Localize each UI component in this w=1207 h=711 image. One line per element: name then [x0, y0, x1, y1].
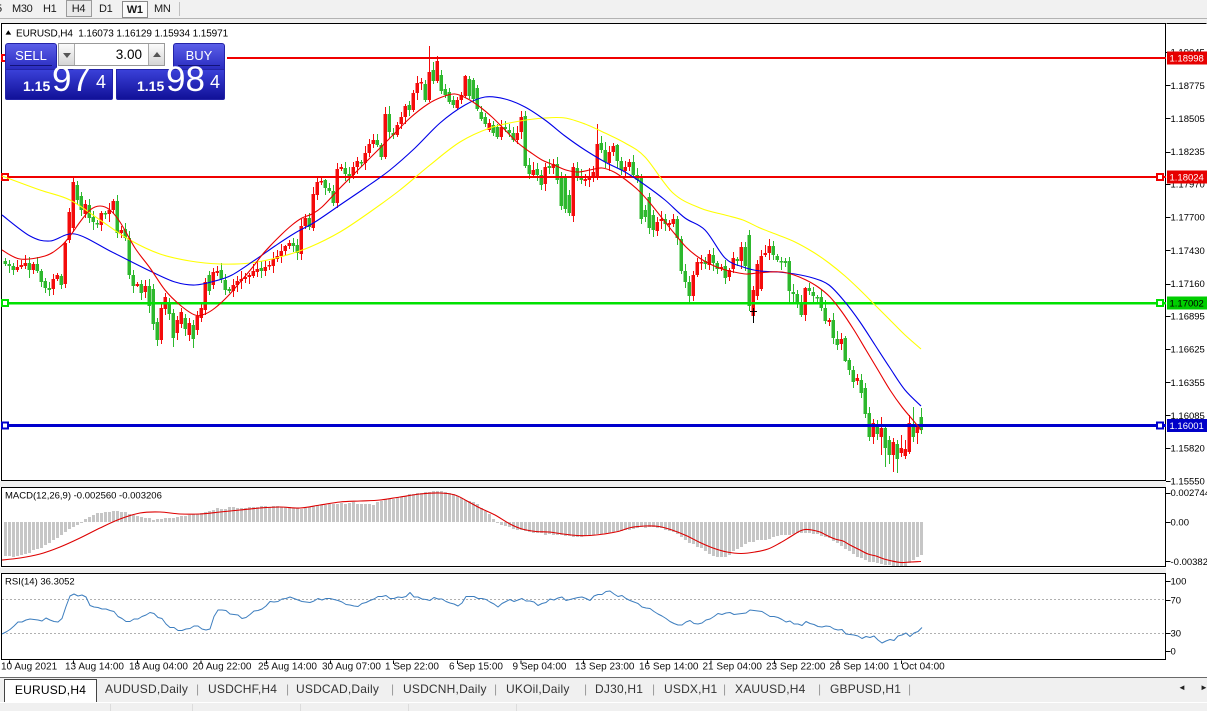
svg-text:1.17160: 1.17160 [1171, 279, 1205, 290]
svg-text:6 Sep 15:00: 6 Sep 15:00 [449, 662, 503, 673]
svg-text:1.17002: 1.17002 [1170, 299, 1204, 310]
svg-text:23 Sep 22:00: 23 Sep 22:00 [766, 662, 826, 673]
svg-text:0.00: 0.00 [1171, 518, 1190, 529]
svg-text:20 Aug 22:00: 20 Aug 22:00 [193, 662, 252, 673]
svg-text:1 Sep 22:00: 1 Sep 22:00 [385, 662, 439, 673]
svg-text:1.17430: 1.17430 [1171, 246, 1205, 257]
svg-text:28 Sep 14:00: 28 Sep 14:00 [830, 662, 890, 673]
svg-text:9 Sep 04:00: 9 Sep 04:00 [513, 662, 567, 673]
svg-text:16 Sep 14:00: 16 Sep 14:00 [639, 662, 699, 673]
svg-text:1.15550: 1.15550 [1171, 477, 1205, 488]
svg-text:1.16355: 1.16355 [1171, 378, 1205, 389]
svg-text:-0.003829: -0.003829 [1171, 557, 1207, 568]
svg-text:MACD(12,26,9) -0.002560 -0.003: MACD(12,26,9) -0.002560 -0.003206 [5, 491, 162, 502]
svg-text:1.17700: 1.17700 [1171, 213, 1205, 224]
svg-text:13 Sep 23:00: 13 Sep 23:00 [575, 662, 635, 673]
svg-text:1.18775: 1.18775 [1171, 81, 1205, 92]
svg-text:1.18998: 1.18998 [1170, 54, 1204, 65]
svg-text:10 Aug 2021: 10 Aug 2021 [1, 662, 58, 673]
svg-text:RSI(14) 36.3052: RSI(14) 36.3052 [5, 577, 75, 588]
svg-text:30: 30 [1171, 629, 1182, 640]
svg-text:30 Aug 07:00: 30 Aug 07:00 [322, 662, 381, 673]
svg-text:70: 70 [1171, 596, 1182, 607]
svg-text:0: 0 [1171, 647, 1176, 658]
svg-text:1.18024: 1.18024 [1170, 173, 1204, 184]
svg-text:1.18505: 1.18505 [1171, 114, 1205, 125]
svg-text:100: 100 [1171, 577, 1187, 588]
svg-text:1.17970: 1.17970 [1171, 180, 1205, 191]
svg-text:18 Aug 04:00: 18 Aug 04:00 [129, 662, 188, 673]
svg-text:1.16625: 1.16625 [1171, 345, 1205, 356]
svg-text:1.18235: 1.18235 [1171, 147, 1205, 158]
svg-text:25 Aug 14:00: 25 Aug 14:00 [258, 662, 317, 673]
svg-text:1 Oct 04:00: 1 Oct 04:00 [893, 662, 945, 673]
svg-text:1.16085: 1.16085 [1171, 411, 1205, 422]
svg-text:13 Aug 14:00: 13 Aug 14:00 [65, 662, 124, 673]
svg-text:21 Sep 04:00: 21 Sep 04:00 [703, 662, 763, 673]
svg-text:0.002744: 0.002744 [1171, 488, 1207, 499]
svg-text:1.16895: 1.16895 [1171, 312, 1205, 323]
svg-text:1.15820: 1.15820 [1171, 443, 1205, 454]
svg-text:1.16001: 1.16001 [1170, 421, 1204, 432]
svg-text:EURUSD,H4 1.16073 1.16129 1.1: EURUSD,H4 1.16073 1.16129 1.15934 1.1597… [16, 29, 229, 40]
